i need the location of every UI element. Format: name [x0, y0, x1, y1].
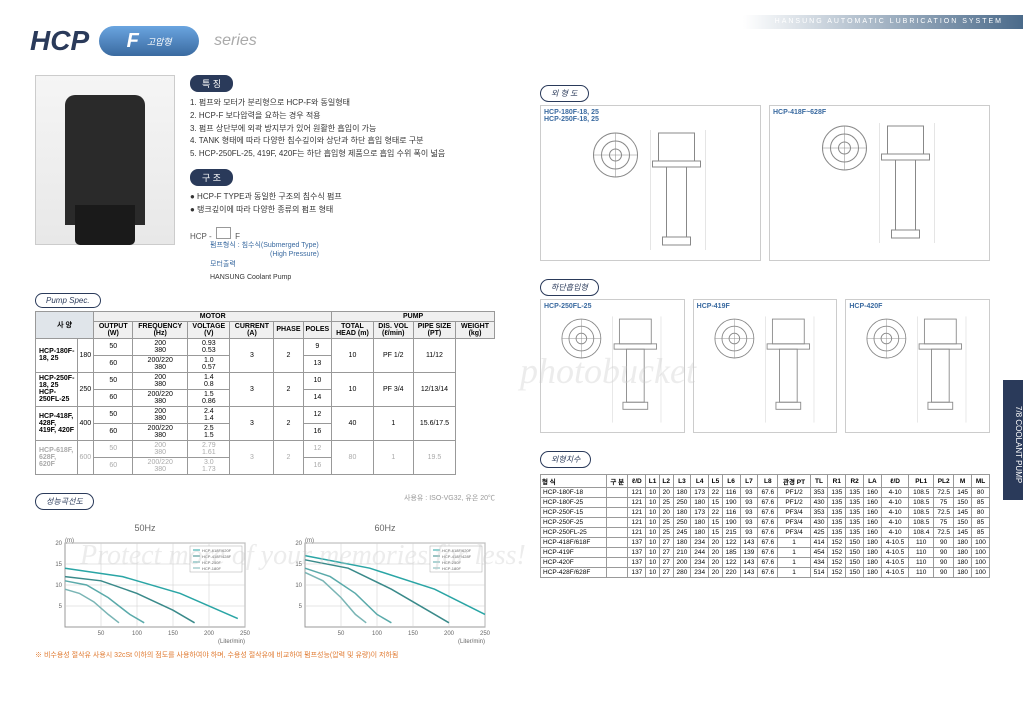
f-letter: F [127, 30, 139, 53]
svg-text:HCP-180F: HCP-180F [202, 566, 221, 571]
svg-text:10: 10 [55, 583, 62, 589]
svg-text:50: 50 [98, 631, 105, 637]
f-badge: F 고압형 [99, 26, 199, 56]
diagram-svg [544, 125, 757, 255]
feature-item: 4. TANK 형태에 따라 다양한 침수깊이와 상단과 하단 흡입 형태로 구… [190, 135, 495, 148]
outline-badge: 외 형 도 [540, 85, 589, 102]
diagram-box: HCP-420F [845, 299, 990, 433]
svg-text:HCP-418F/428F: HCP-418F/428F [202, 554, 232, 559]
brand-header: HANSUNG AUTOMATIC LUBRICATION SYSTEM [743, 15, 1023, 29]
title-area: HCP F 고압형 series [30, 25, 257, 57]
dim-table: 형 식구 분ℓ/DL1L2L3L4L5L6L7L8관경 PTTLR1R2LAℓ/… [540, 474, 990, 578]
svg-text:(m): (m) [305, 538, 314, 544]
legend-line2: 모터출력 [210, 260, 495, 270]
spec-table: 사 양MOTORPUMPOUTPUT (W)FREQUENCY (Hz)VOLT… [35, 311, 495, 475]
diagram-label: HCP-420F [849, 303, 986, 310]
feature-item: 3. 펌프 상단부에 외곽 방지부가 있어 원활한 흡입이 가능 [190, 123, 495, 136]
diagram-label: HCP-418F~628F [773, 109, 986, 116]
features-list: 1. 펌프와 모터가 분리형으로 HCP-F와 동일형태2. HCP-F 보다압… [190, 97, 495, 161]
svg-text:15: 15 [295, 562, 302, 568]
svg-text:50: 50 [338, 631, 345, 637]
svg-text:100: 100 [132, 631, 143, 637]
diagram-label: HCP-419F [697, 303, 834, 310]
f-sub: 고압형 [147, 35, 172, 48]
diagram-svg [697, 312, 834, 427]
diagram-label: HCP-250FL-25 [544, 303, 681, 310]
perf-badge: 성능곡선도 [35, 493, 94, 510]
series-label: series [214, 32, 257, 50]
bottom-row: HCP-250FL-25 HCP-419F HCP-420F [540, 299, 990, 433]
chart-title: 50Hz [35, 523, 255, 533]
chart-box: 60Hz 5 10 15 20 50 100 150 200 250 (m) (Liter/min) H… [275, 523, 495, 647]
perf-caption: 사용유 : ISO-VG32, 유온 20℃ [404, 493, 495, 503]
diagram-label: HCP-180F-18, 25 HCP-250F-18, 25 [544, 109, 757, 123]
pump-spec-badge: Pump Spec. [35, 293, 101, 308]
diagram-box: HCP-419F [693, 299, 838, 433]
right-column: 외 형 도 HCP-180F-18, 25 HCP-250F-18, 25HCP… [540, 75, 990, 578]
svg-text:150: 150 [168, 631, 179, 637]
svg-text:HCP-618F/620F: HCP-618F/620F [202, 548, 232, 553]
svg-text:5: 5 [59, 604, 63, 610]
diagram-svg [544, 312, 681, 427]
svg-text:HCP-250F: HCP-250F [442, 560, 461, 565]
svg-text:(Liter/min): (Liter/min) [218, 639, 245, 645]
chart-footnote: ※ 비수용성 절삭유 사용시 32cSt 이하의 점도를 사용하여야 하며, 수… [35, 650, 495, 660]
svg-text:150: 150 [408, 631, 419, 637]
svg-text:200: 200 [204, 631, 215, 637]
left-column: 특 징 1. 펌프와 모터가 분리형으로 HCP-F와 동일형태2. HCP-F… [35, 75, 495, 660]
diagram-svg [773, 118, 986, 248]
pump-shape-icon [65, 95, 145, 225]
features-label: 특 징 [190, 75, 233, 92]
chart-box: 50Hz 5 10 15 20 50 100 150 200 250 (m) (Liter/min) H… [35, 523, 255, 647]
chart-svg: 5 10 15 20 50 100 150 200 250 (m) (Liter/min) HCP-6… [275, 535, 495, 645]
hcp-label: HCP [30, 25, 89, 57]
legend-box-icon [216, 227, 231, 239]
chart-title: 60Hz [275, 523, 495, 533]
legend-line1b: (High Pressure) [270, 250, 495, 260]
structure-item: ● HCP-F TYPE과 동일한 구조의 침수식 펌프 [190, 191, 495, 204]
chart-svg: 5 10 15 20 50 100 150 200 250 (m) (Liter/min) HCP-6… [35, 535, 255, 645]
legend-line1: 펌프형식 : 침수식(Submerged Type) [210, 241, 495, 251]
svg-text:HCP-180F: HCP-180F [442, 566, 461, 571]
structure-label: 구 조 [190, 169, 233, 186]
outline-row: HCP-180F-18, 25 HCP-250F-18, 25 HCP-418F~… [540, 105, 990, 261]
svg-text:HCP-618F/620F: HCP-618F/620F [442, 548, 472, 553]
structure-list: ● HCP-F TYPE과 동일한 구조의 침수식 펌프● 탱크깊이에 따라 다… [190, 191, 495, 217]
legend-prefix: HCP - [190, 232, 212, 241]
feature-item: 1. 펌프와 모터가 분리형으로 HCP-F와 동일형태 [190, 97, 495, 110]
pump-image [35, 75, 175, 245]
svg-text:250: 250 [480, 631, 491, 637]
svg-text:10: 10 [295, 583, 302, 589]
feature-item: 5. HCP-250FL-25, 419F, 420F는 하단 흡입형 제품으로… [190, 148, 495, 161]
svg-text:HCP-418F/428F: HCP-418F/428F [442, 554, 472, 559]
diagram-box: HCP-250FL-25 [540, 299, 685, 433]
model-legend: HCP - F 펌프형식 : 침수식(Submerged Type) (High… [190, 227, 495, 283]
svg-text:5: 5 [299, 604, 303, 610]
feature-item: 2. HCP-F 보다압력을 요하는 경우 적용 [190, 110, 495, 123]
legend-suffix: F [235, 232, 240, 241]
svg-text:20: 20 [55, 541, 62, 547]
svg-text:HCP-250F: HCP-250F [202, 560, 221, 565]
svg-text:15: 15 [55, 562, 62, 568]
legend-line3: HANSUNG Coolant Pump [210, 273, 495, 283]
svg-text:(Liter/min): (Liter/min) [458, 639, 485, 645]
diagram-svg [849, 312, 986, 427]
svg-text:250: 250 [240, 631, 251, 637]
structure-item: ● 탱크깊이에 따라 다양한 종류의 펌프 형태 [190, 204, 495, 217]
diagram-box: HCP-418F~628F [769, 105, 990, 261]
page-tab: 7/8 COOLANT PUMP [1003, 380, 1023, 500]
svg-text:(m): (m) [65, 538, 74, 544]
svg-text:100: 100 [372, 631, 383, 637]
diagram-box: HCP-180F-18, 25 HCP-250F-18, 25 [540, 105, 761, 261]
svg-text:20: 20 [295, 541, 302, 547]
spec-text: 특 징 1. 펌프와 모터가 분리형으로 HCP-F와 동일형태2. HCP-F… [190, 75, 495, 283]
chart-row: 50Hz 5 10 15 20 50 100 150 200 250 (m) (Liter/min) H… [35, 523, 495, 647]
dim-badge: 외형치수 [540, 451, 591, 468]
bottom-badge: 하단흡입형 [540, 279, 599, 296]
svg-text:200: 200 [444, 631, 455, 637]
